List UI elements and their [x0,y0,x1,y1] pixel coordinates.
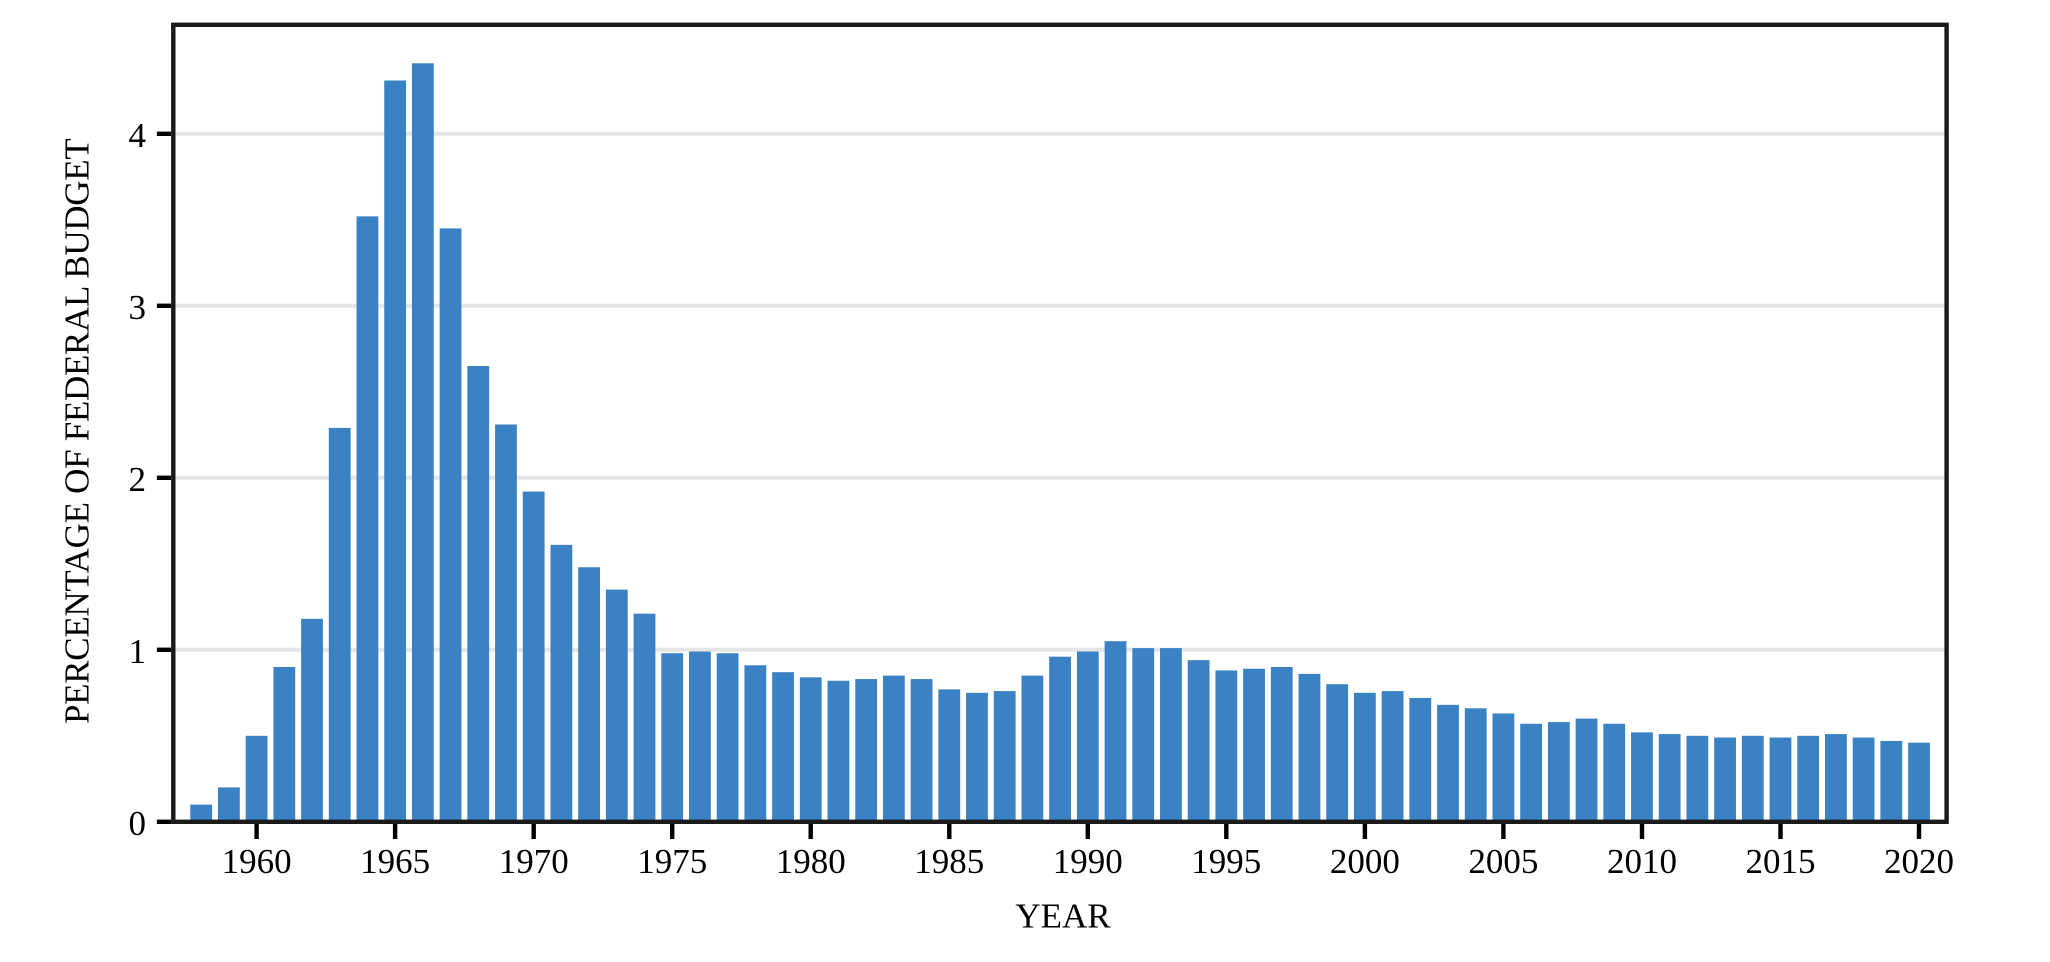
svg-text:1980: 1980 [776,842,846,881]
svg-text:2020: 2020 [1884,842,1954,881]
svg-text:1990: 1990 [1053,842,1123,881]
svg-text:0: 0 [129,804,147,843]
svg-text:PERCENTAGE OF FEDERAL BUDGET: PERCENTAGE OF FEDERAL BUDGET [58,139,97,724]
svg-text:1965: 1965 [360,842,430,881]
svg-text:3: 3 [129,288,147,327]
svg-text:2015: 2015 [1746,842,1816,881]
svg-text:2005: 2005 [1468,842,1538,881]
svg-text:1960: 1960 [222,842,292,881]
svg-text:4: 4 [129,116,147,155]
svg-text:2010: 2010 [1607,842,1677,881]
svg-text:2: 2 [129,460,147,499]
svg-text:1: 1 [129,632,147,671]
svg-text:2000: 2000 [1330,842,1400,881]
svg-text:1975: 1975 [637,842,707,881]
svg-text:1995: 1995 [1191,842,1261,881]
svg-text:1985: 1985 [914,842,984,881]
svg-text:1970: 1970 [499,842,569,881]
svg-text:YEAR: YEAR [1015,897,1111,936]
